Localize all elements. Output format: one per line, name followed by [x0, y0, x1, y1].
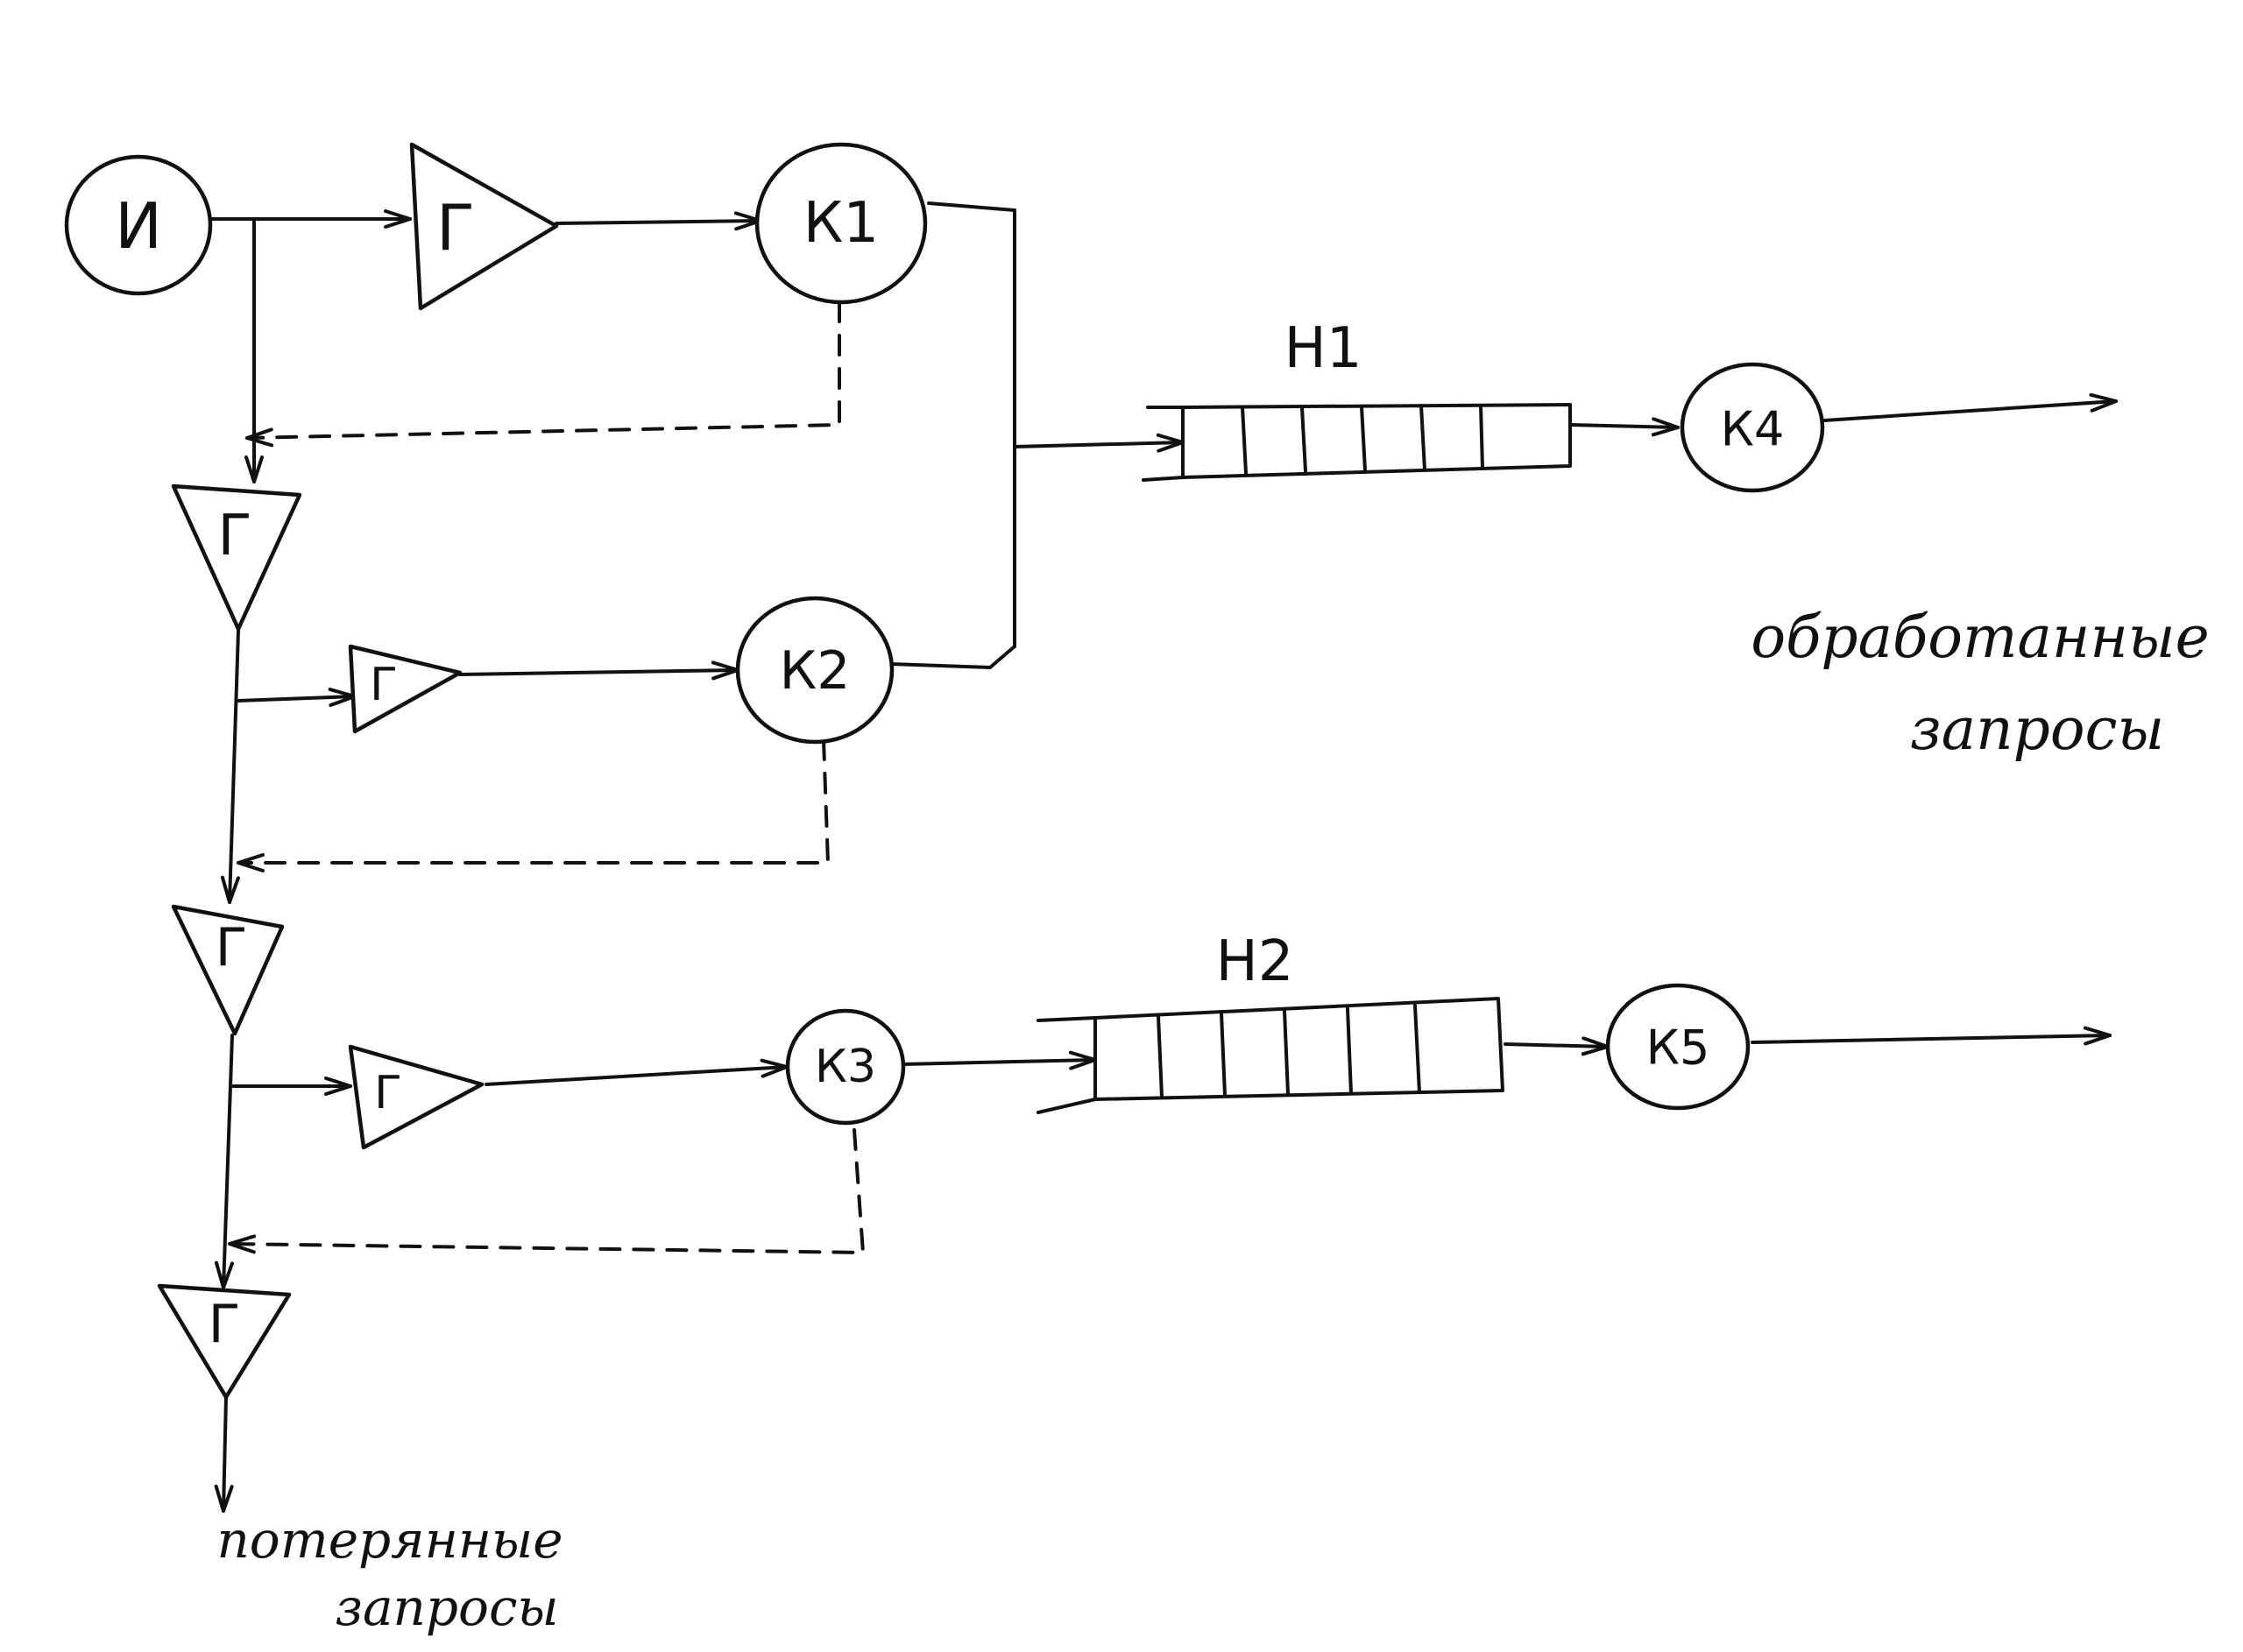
line-g6-to-lost [214, 1395, 234, 1513]
dashed-k3-overflow [228, 1128, 866, 1255]
line-k1-out [927, 201, 1016, 212]
queue-n1: Н1 [1142, 316, 1572, 482]
source-node: И [64, 154, 213, 296]
line-k5-out [1751, 1026, 2112, 1046]
line-k3-to-n2 [901, 1050, 1097, 1070]
generator-g2: Г [171, 484, 302, 632]
line-merge-to-n1 [1013, 433, 1185, 453]
line-g4-to-k2 [458, 660, 739, 681]
generator-g4: Г [348, 644, 463, 734]
channel-k4: К4 [1680, 362, 1825, 493]
source-label: И [115, 189, 162, 263]
processed-requests-note: обработанные запросы [1751, 604, 2209, 763]
lost-note-line1: потерянные [216, 1510, 563, 1570]
generator-g3: Г [171, 904, 285, 1036]
generator-g3-label: Г [216, 917, 248, 978]
generator-g6-label: Г [209, 1294, 241, 1355]
processed-note-line1: обработанные [1751, 604, 2209, 671]
dashed-k1-overflow [245, 300, 841, 448]
generator-g2-label: Г [217, 504, 251, 568]
channel-k3: К3 [785, 1008, 906, 1126]
channel-k2-label: К2 [780, 640, 851, 702]
generator-g5: Г [348, 1044, 485, 1150]
channel-k3-label: К3 [815, 1041, 876, 1093]
channel-k1: К1 [754, 142, 928, 305]
connectors [209, 201, 2118, 1513]
queue-n2-label: Н2 [1216, 929, 1294, 994]
line-g3-trunk [214, 1034, 234, 1289]
lost-requests-note: потерянные запросы [216, 1510, 563, 1637]
queue-n1-label: Н1 [1284, 316, 1362, 381]
generator-g1: Г [409, 142, 559, 311]
channel-k1-label: К1 [803, 191, 879, 256]
dashed-k2-overflow [237, 738, 831, 872]
channel-k2: К2 [735, 596, 895, 745]
line-k4-out [1822, 392, 2118, 422]
line-n2-to-k5 [1504, 1036, 1610, 1056]
line-g1-to-k1 [555, 211, 762, 231]
line-branch-to-g4 [237, 688, 357, 708]
line-k2-out [888, 645, 1016, 669]
channel-k5: К5 [1605, 983, 1751, 1111]
channel-k5-label: К5 [1646, 1020, 1710, 1076]
line-g2-trunk [220, 629, 240, 904]
generator-g6: Г [157, 1283, 292, 1400]
lost-note-line2: запросы [335, 1578, 558, 1637]
generator-g5-label: Г [374, 1067, 402, 1119]
processed-note-line2: запросы [1910, 695, 2165, 763]
generator-g4-label: Г [370, 659, 398, 711]
channel-k4-label: К4 [1721, 402, 1785, 457]
line-n1-to-k4 [1568, 417, 1680, 437]
generator-g1-label: Г [436, 191, 475, 265]
line-g5-to-k3 [485, 1058, 789, 1086]
queue-n2: Н2 [1037, 929, 1504, 1114]
